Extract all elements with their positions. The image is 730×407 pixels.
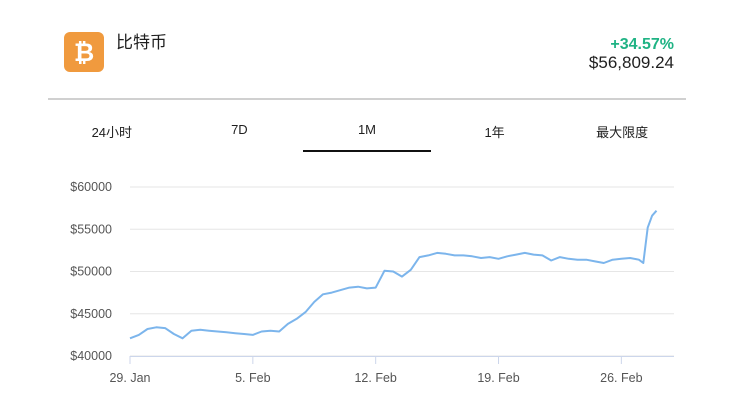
bitcoin-icon: ₿ <box>64 32 104 72</box>
svg-text:₿: ₿ <box>74 39 94 67</box>
time-range-tabs: 24小时 7D 1M 1年 最大限度 <box>48 100 686 152</box>
x-tick-label: 29. Jan <box>109 371 150 385</box>
x-tick-label: 5. Feb <box>235 371 270 385</box>
y-axis: $60000 $55000 $50000 $45000 $40000 <box>70 180 112 363</box>
x-axis: 29. Jan 5. Feb 12. Feb 19. Feb 26. Feb <box>109 356 674 385</box>
price-chart: $60000 $55000 $50000 $45000 $40000 29. Jan 5.… <box>70 180 674 385</box>
y-tick-label: $50000 <box>70 265 112 279</box>
y-tick-label: $45000 <box>70 307 112 321</box>
y-tick-label: $40000 <box>70 349 112 363</box>
x-tick-label: 26. Feb <box>600 371 642 385</box>
x-tick-label: 12. Feb <box>354 371 396 385</box>
x-tick-label: 19. Feb <box>477 371 519 385</box>
price-change: +34.57% <box>610 36 674 53</box>
header-divider <box>48 98 686 100</box>
tab-7d[interactable]: 7D <box>231 122 248 137</box>
y-tick-label: $55000 <box>70 222 112 236</box>
price-line <box>129 210 658 340</box>
current-price: $56,809.24 <box>588 53 674 72</box>
coin-name: 比特币 <box>116 33 167 52</box>
tab-1m[interactable]: 1M <box>303 100 431 152</box>
chart-plot <box>129 210 658 340</box>
coin-header: ₿ 比特币 +34.57% $56,809.24 <box>48 22 686 98</box>
tab-1y[interactable]: 1年 <box>484 125 505 140</box>
tab-max[interactable]: 最大限度 <box>596 125 649 140</box>
y-tick-label: $60000 <box>70 180 112 194</box>
tab-24h[interactable]: 24小时 <box>91 125 133 140</box>
